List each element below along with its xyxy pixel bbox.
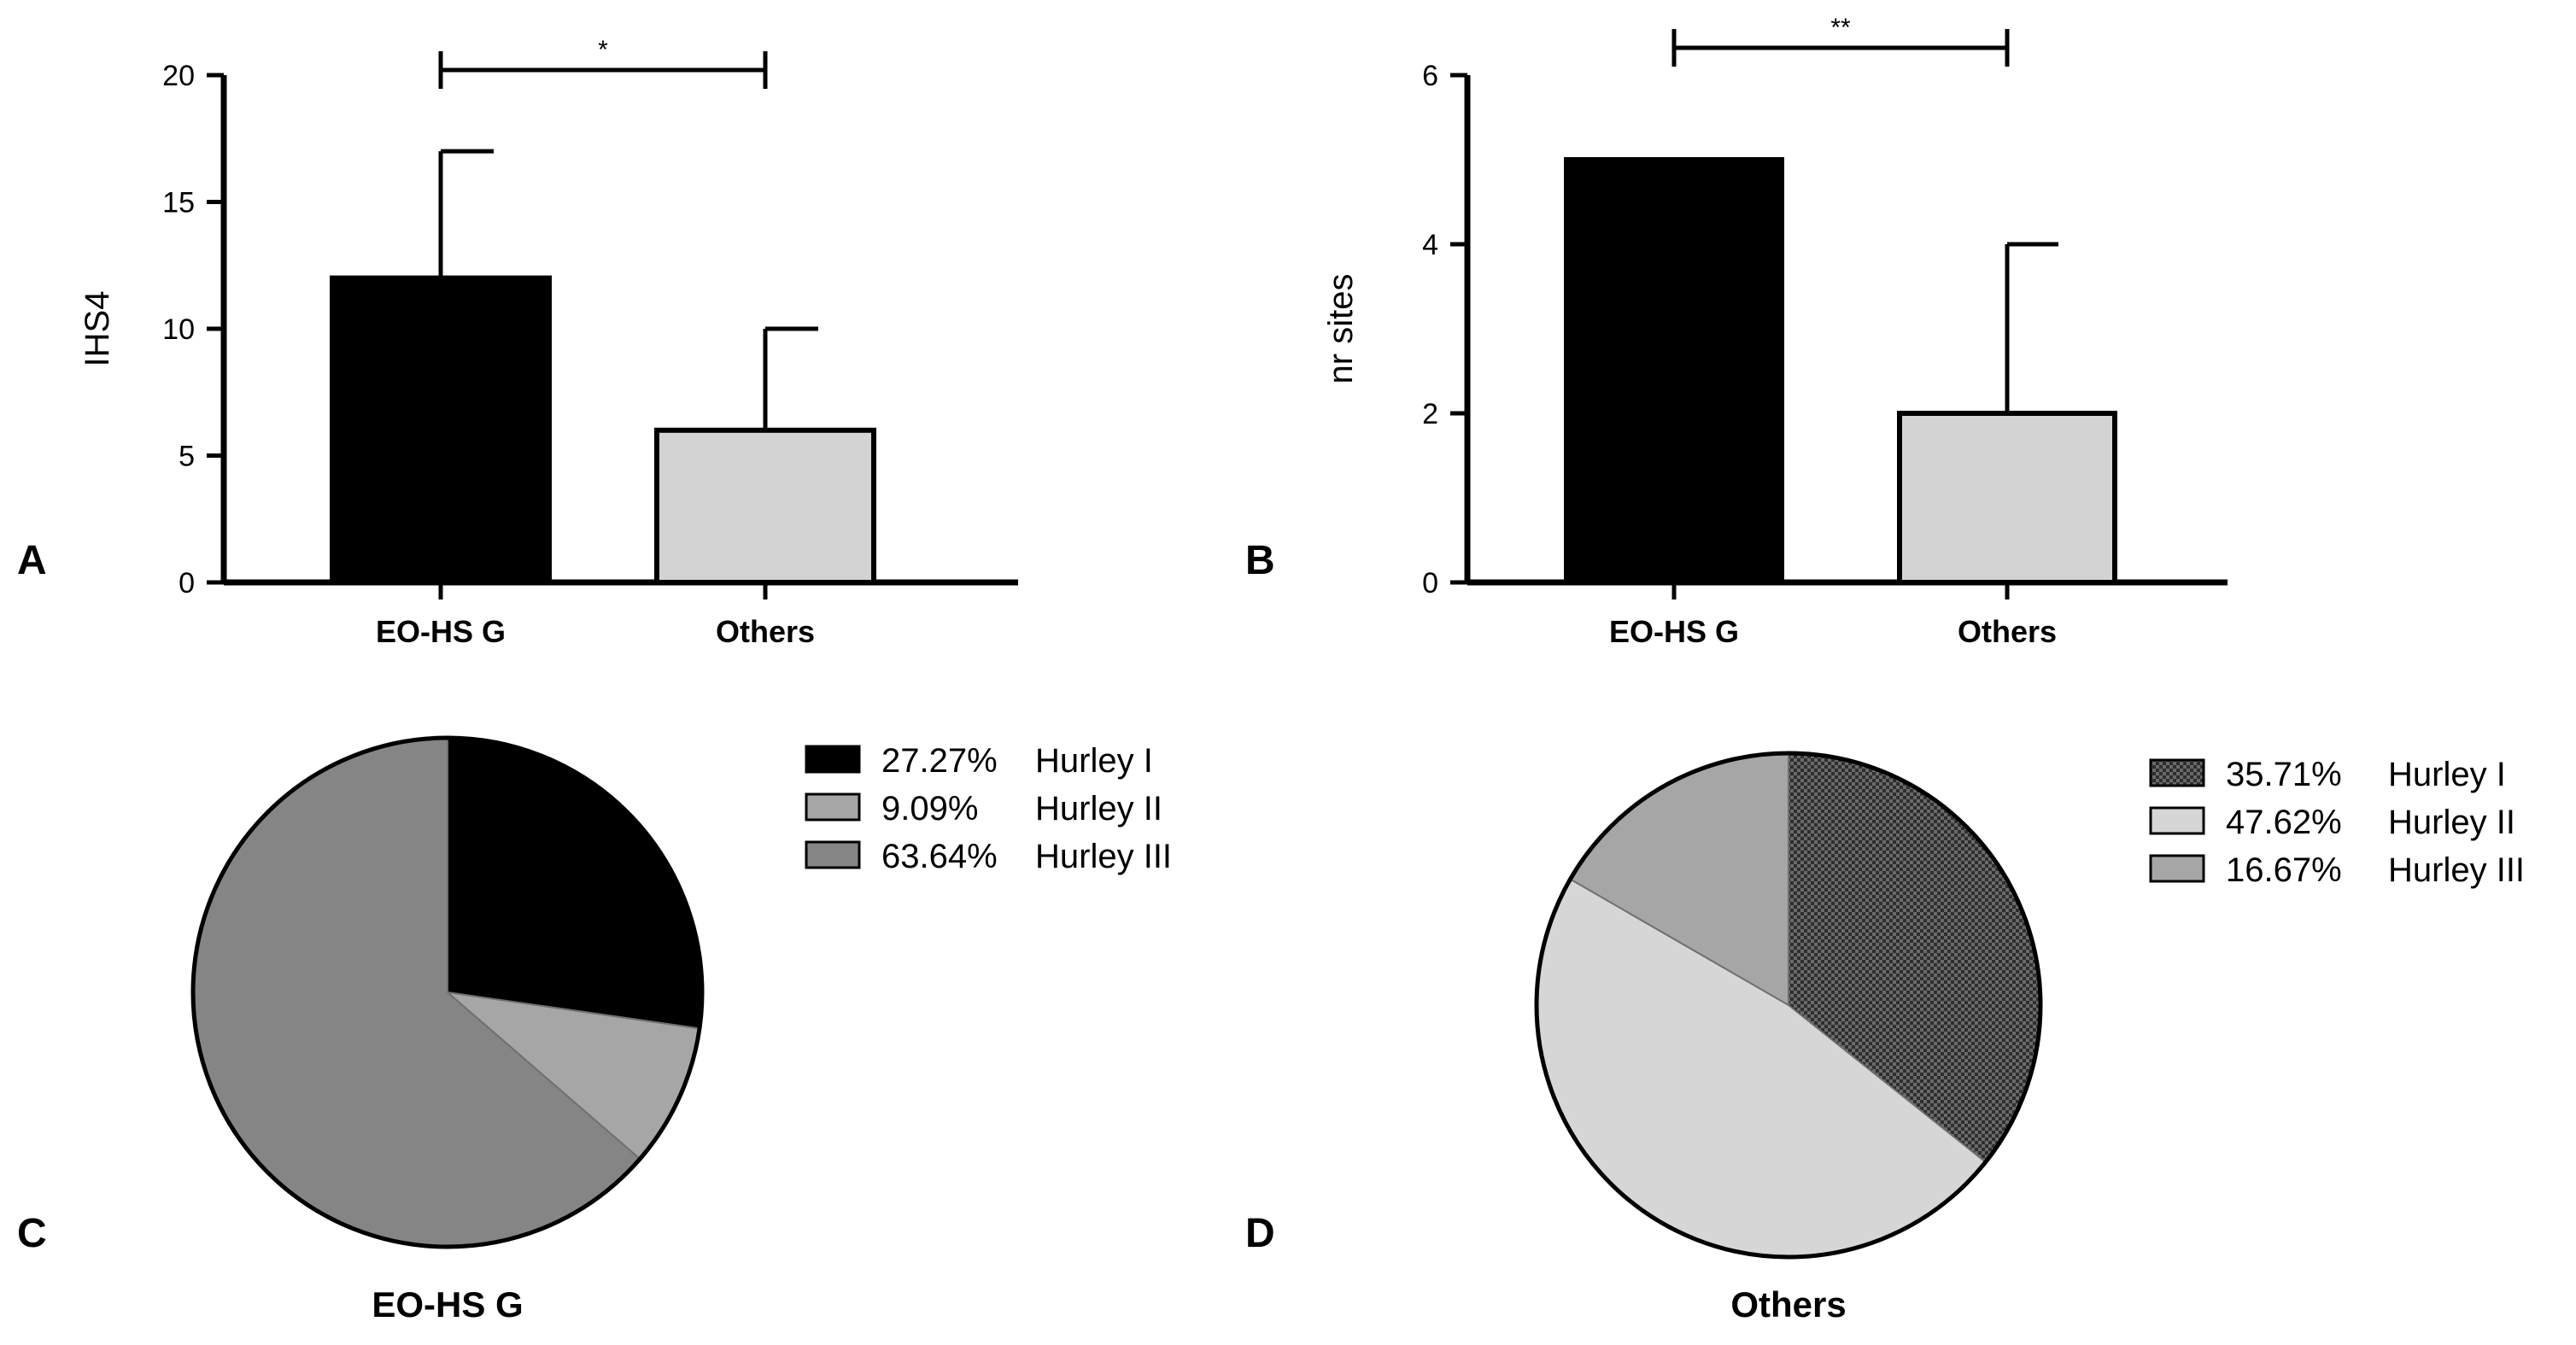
y-axis-title: nr sites bbox=[1322, 274, 1360, 384]
panel-letter-a: A bbox=[17, 538, 47, 583]
bar bbox=[1897, 411, 2117, 585]
pie-slice-divider bbox=[1569, 878, 1789, 1006]
x-tick-label: Others bbox=[1958, 614, 2057, 649]
y-tick-label: 0 bbox=[179, 567, 195, 599]
pie-slice-divider bbox=[447, 991, 641, 1160]
x-tick-label: Others bbox=[716, 614, 815, 649]
y-tick-label: 20 bbox=[162, 60, 195, 92]
y-tick-label: 15 bbox=[162, 187, 195, 219]
bar-chart-b: 0 2 4 6 nr sites EO-HS G Others ** bbox=[1322, 14, 2228, 649]
legend-percent: 47.62% bbox=[2226, 804, 2342, 841]
legend-label: Hurley III bbox=[1035, 838, 1172, 875]
y-tick-label: 6 bbox=[1422, 60, 1438, 92]
x-tick-label: EO-HS G bbox=[376, 614, 506, 649]
panel-letter-c: C bbox=[17, 1211, 47, 1256]
legend-percent: 35.71% bbox=[2226, 756, 2342, 793]
legend-label: Hurley II bbox=[1035, 790, 1162, 827]
legend-label: Hurley II bbox=[2388, 804, 2515, 841]
pie-chart-d: Others 35.71% Hurley I 47.62% Hurley II 16.67… bbox=[1534, 751, 2525, 1325]
y-tick-label: 2 bbox=[1422, 398, 1438, 430]
y-tick-label: 5 bbox=[179, 441, 195, 473]
legend-percent: 9.09% bbox=[881, 790, 978, 827]
legend-swatch bbox=[2149, 854, 2205, 883]
pie-outline bbox=[190, 735, 705, 1249]
pie-outline bbox=[1534, 751, 2043, 1260]
x-tick-label: EO-HS G bbox=[1609, 614, 1739, 649]
y-tick-label: 4 bbox=[1422, 229, 1438, 261]
significance-label: ** bbox=[1830, 14, 1851, 42]
panel-letter-b: B bbox=[1245, 538, 1275, 583]
pie-slice bbox=[448, 992, 700, 1160]
legend-label: Hurley III bbox=[2388, 851, 2525, 889]
pie-slice bbox=[448, 738, 702, 1029]
pie-slice bbox=[192, 738, 641, 1247]
bar-chart-a: 0 5 10 15 20 IHS4 EO-HS G Others * bbox=[79, 36, 1018, 649]
pie-chart-c: EO-HS G 27.27% Hurley I 9.09% Hurley II 63.64… bbox=[190, 735, 1172, 1325]
bar bbox=[654, 427, 876, 585]
legend-swatch bbox=[805, 745, 861, 774]
pie-title: EO-HS G bbox=[372, 1284, 523, 1325]
bar bbox=[1564, 157, 1784, 585]
legend-swatch bbox=[805, 840, 861, 869]
legend-label: Hurley I bbox=[1035, 742, 1153, 780]
y-tick-label: 0 bbox=[1422, 567, 1438, 599]
legend-percent: 63.64% bbox=[881, 838, 998, 875]
bar bbox=[330, 275, 552, 585]
legend-percent: 16.67% bbox=[2226, 851, 2342, 889]
pie-title: Others bbox=[1730, 1284, 1846, 1325]
legend-label: Hurley I bbox=[2388, 756, 2506, 793]
y-tick-label: 10 bbox=[162, 313, 195, 346]
pie-slice bbox=[1789, 753, 2040, 1162]
panel-letter-d: D bbox=[1245, 1211, 1275, 1256]
legend-swatch bbox=[2149, 758, 2205, 787]
pie-slice-divider bbox=[447, 991, 700, 1030]
significance-label: * bbox=[598, 36, 608, 64]
legend-swatch bbox=[805, 792, 861, 822]
pie-slice-divider bbox=[1788, 1004, 1987, 1163]
legend-percent: 27.27% bbox=[881, 742, 998, 780]
y-axis-title: IHS4 bbox=[79, 291, 116, 367]
legend-swatch bbox=[2149, 806, 2205, 835]
pie-slice bbox=[1537, 879, 1986, 1257]
